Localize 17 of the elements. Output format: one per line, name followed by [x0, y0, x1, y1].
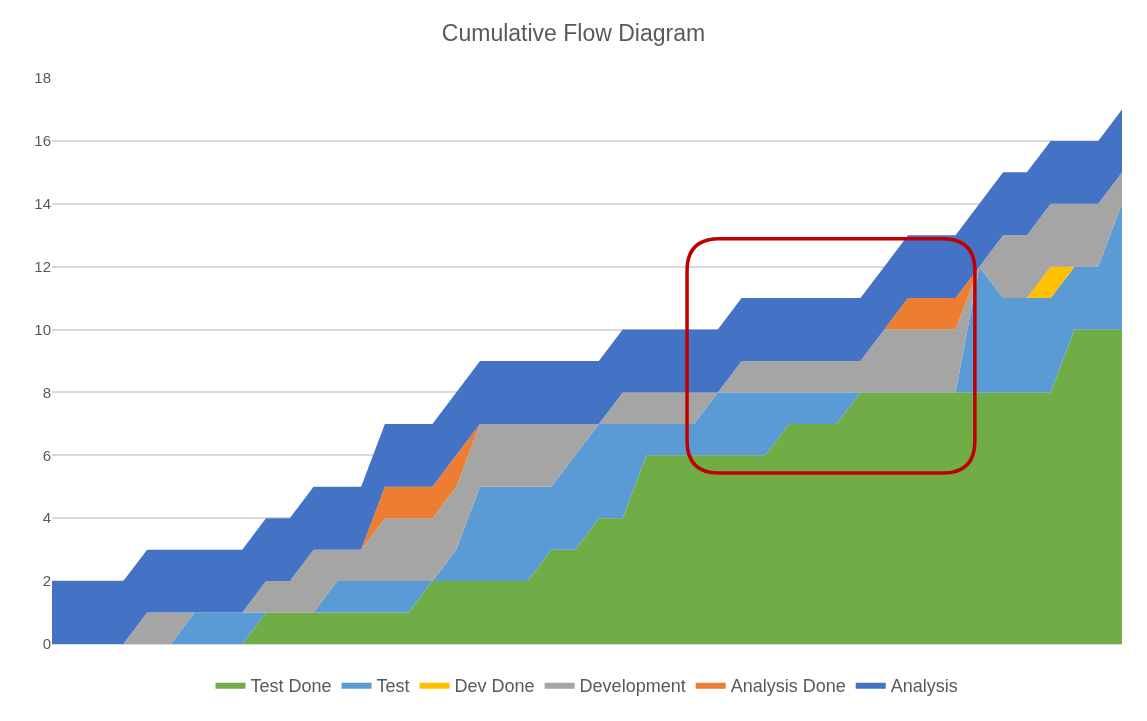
legend-label: Analysis	[890, 675, 958, 696]
legend-label: Analysis Done	[730, 675, 846, 696]
y-tick-label: 6	[42, 446, 51, 464]
y-tick-label: 18	[34, 69, 51, 87]
y-tick-label: 8	[42, 383, 51, 401]
legend-label: Test Done	[250, 675, 332, 696]
y-tick-label: 2	[42, 572, 51, 590]
y-tick-label: 16	[34, 132, 51, 150]
legend-label: Dev Done	[454, 675, 535, 696]
y-tick-label: 10	[34, 320, 51, 338]
legend-label: Development	[579, 675, 686, 696]
chart-title: Cumulative Flow Diagram	[441, 20, 706, 47]
y-tick-label: 14	[34, 195, 51, 213]
y-tick-label: 0	[42, 635, 51, 653]
legend-label: Test	[376, 675, 410, 696]
y-tick-label: 12	[34, 257, 51, 275]
y-tick-label: 4	[42, 509, 51, 527]
